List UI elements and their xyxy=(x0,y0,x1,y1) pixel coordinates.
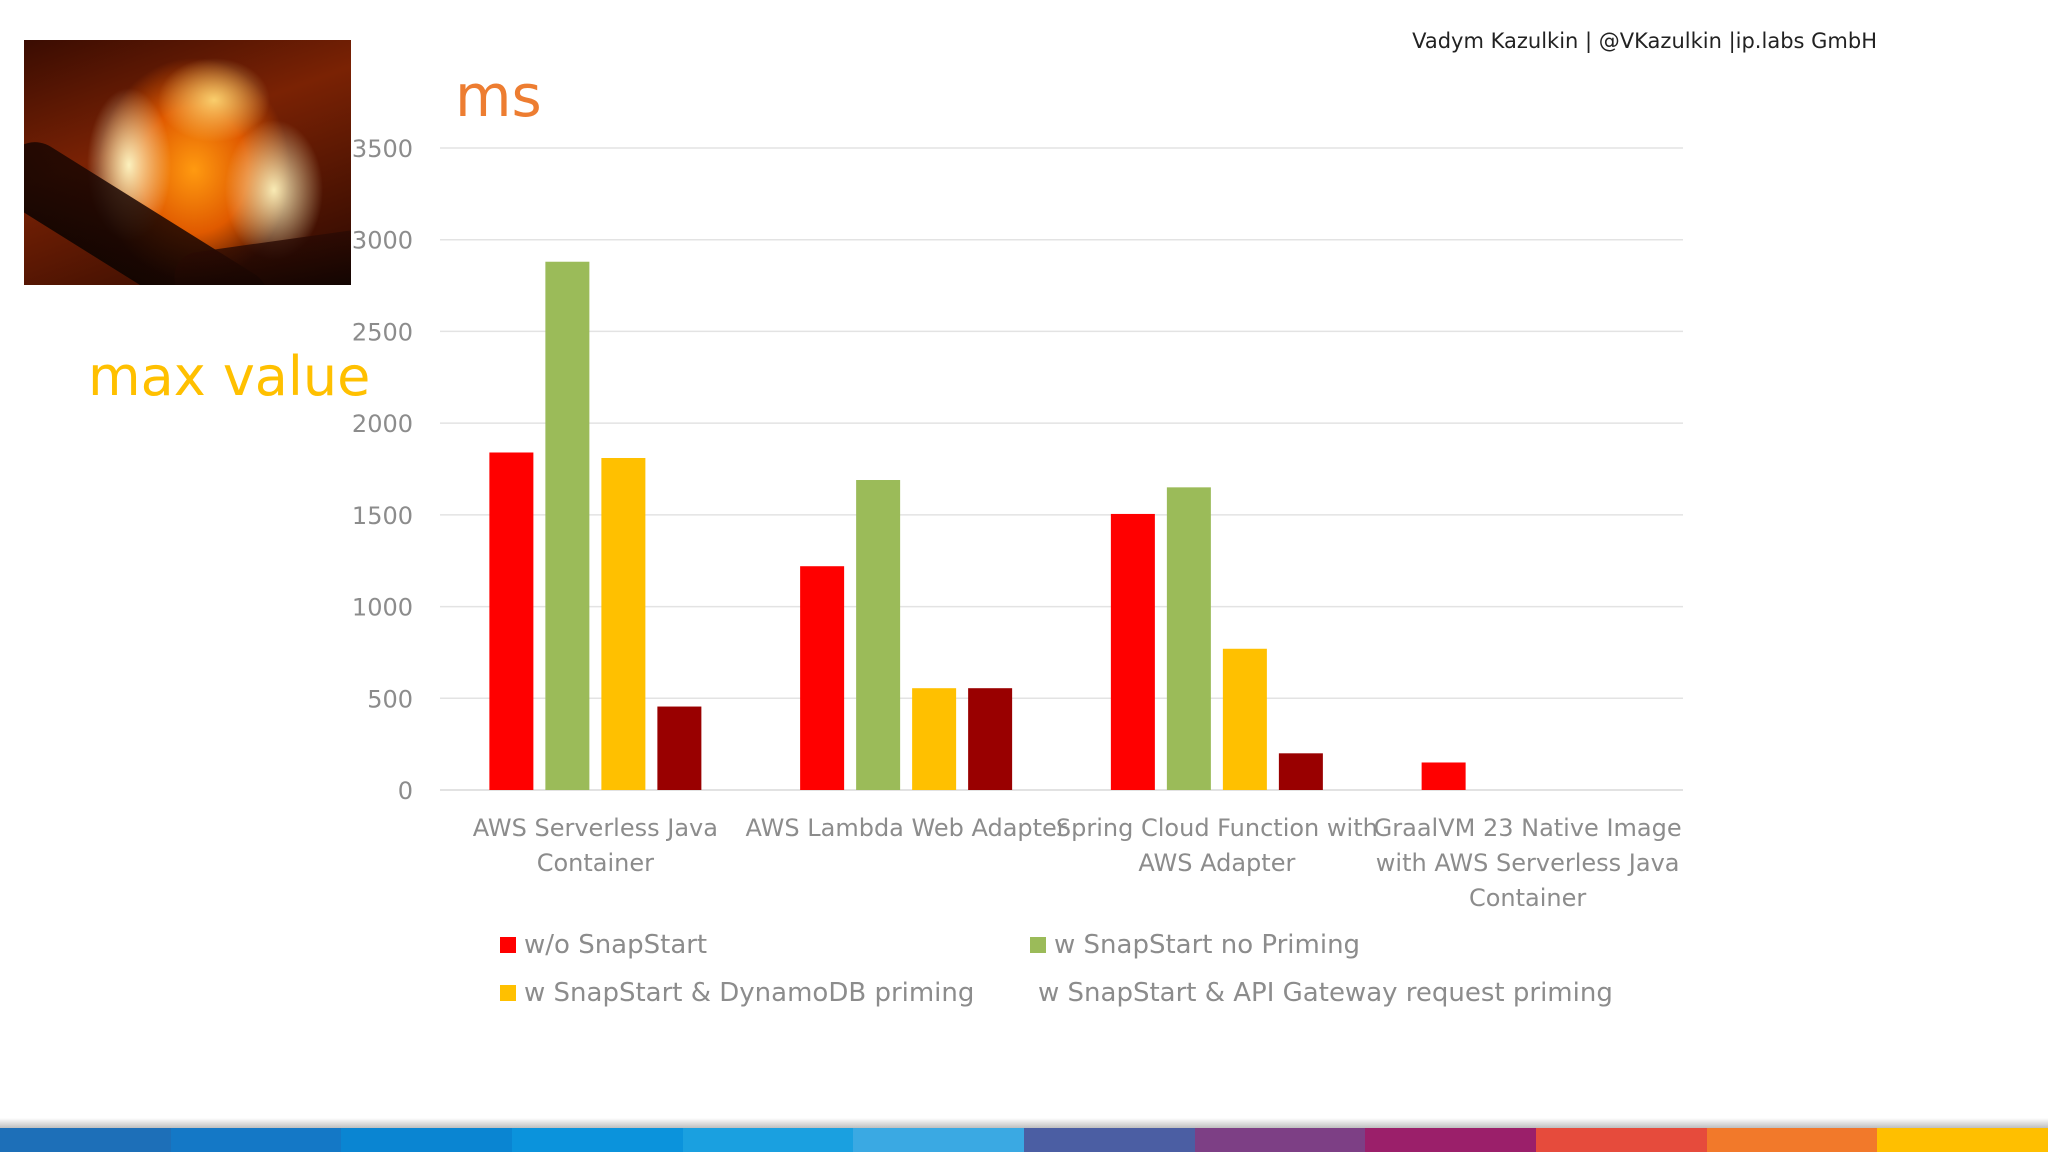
x-category-label: AWS Adapter xyxy=(1138,849,1295,877)
bar xyxy=(601,457,646,790)
bar xyxy=(968,688,1013,790)
bar xyxy=(545,261,590,790)
footer-color-bar xyxy=(0,1128,2048,1152)
y-tick-label: 2500 xyxy=(352,318,413,346)
legend-item: w/o SnapStart xyxy=(500,930,1030,960)
bar xyxy=(657,706,702,790)
footer-stripe xyxy=(1877,1128,2048,1152)
author-credit: Vadym Kazulkin | @VKazulkin |ip.labs Gmb… xyxy=(1412,29,1877,53)
footer-stripe xyxy=(0,1128,171,1152)
legend-item: w SnapStart no Priming xyxy=(1030,930,1560,960)
bar xyxy=(489,452,534,790)
unit-title: ms xyxy=(455,62,542,130)
bar xyxy=(1421,762,1466,790)
y-tick-label: 3000 xyxy=(352,227,413,255)
bar xyxy=(1278,753,1323,790)
footer-stripe xyxy=(1024,1128,1195,1152)
footer-stripe xyxy=(1194,1128,1366,1152)
footer-stripe xyxy=(853,1128,1025,1152)
legend-label: w SnapStart & DynamoDB priming xyxy=(524,978,975,1008)
footer-stripe xyxy=(682,1128,854,1152)
bar xyxy=(1166,487,1211,790)
y-tick-label: 3500 xyxy=(352,135,413,163)
chart-legend: w/o SnapStart w SnapStart no Priming w S… xyxy=(500,930,1613,1008)
y-tick-label: 1000 xyxy=(352,594,413,622)
footer-stripe xyxy=(1365,1128,1537,1152)
legend-label: w/o SnapStart xyxy=(524,930,708,960)
legend-label: w SnapStart no Priming xyxy=(1054,930,1361,960)
y-tick-label: 1500 xyxy=(352,502,413,530)
footer-stripe xyxy=(1706,1128,1878,1152)
legend-item: w SnapStart & DynamoDB priming xyxy=(500,978,1030,1008)
y-tick-label: 2000 xyxy=(352,410,413,438)
x-category-label: Container xyxy=(537,849,654,877)
footer-stripe xyxy=(1536,1128,1707,1152)
bar xyxy=(856,480,901,790)
legend-item: w SnapStart & API Gateway request primin… xyxy=(1030,978,1613,1008)
campfire-photo xyxy=(24,40,351,285)
legend-swatch xyxy=(500,937,516,953)
bar xyxy=(1110,513,1155,790)
x-category-label: GraalVM 23 Native Image xyxy=(1374,814,1682,842)
legend-label: w SnapStart & API Gateway request primin… xyxy=(1038,978,1613,1008)
bar xyxy=(1222,648,1267,790)
x-category-label: AWS Lambda Web Adapter xyxy=(746,814,1067,842)
x-category-label: AWS Serverless Java xyxy=(473,814,718,842)
footer-stripe xyxy=(170,1128,342,1152)
x-category-label: with AWS Serverless Java xyxy=(1376,849,1680,877)
footer-shadow xyxy=(0,1118,2048,1128)
x-category-label: Container xyxy=(1469,884,1586,912)
y-tick-label: 500 xyxy=(367,685,413,713)
footer-stripe xyxy=(341,1128,513,1152)
bar xyxy=(800,566,845,790)
y-tick-label: 0 xyxy=(398,777,413,805)
bar xyxy=(912,688,957,790)
x-category-label: Spring Cloud Function with xyxy=(1056,814,1378,842)
footer-stripe xyxy=(512,1128,683,1152)
legend-swatch xyxy=(500,985,516,1001)
side-title: max value xyxy=(88,345,371,408)
legend-swatch xyxy=(1030,937,1046,953)
